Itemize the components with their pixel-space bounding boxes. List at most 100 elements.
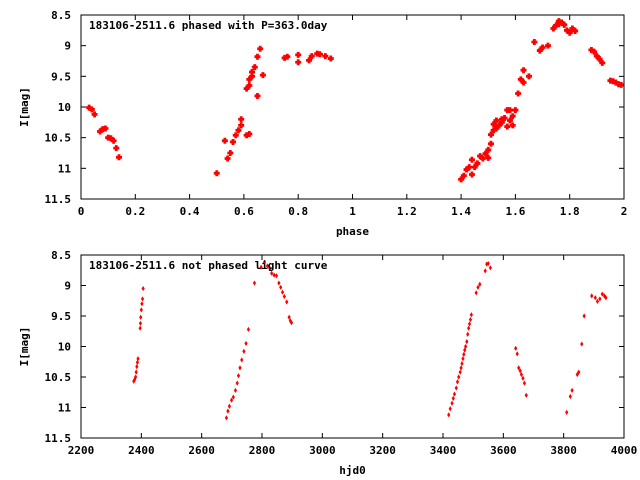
unphased-y-axis-label: I[mag] bbox=[18, 327, 31, 367]
phased-data-point bbox=[569, 25, 576, 32]
phased-x-tick-label: 1.4 bbox=[451, 205, 471, 218]
phased-y-tick-label: 10 bbox=[58, 101, 71, 114]
unphased-data-point bbox=[565, 409, 569, 415]
phased-data-point bbox=[249, 69, 256, 76]
phased-data-point bbox=[316, 51, 323, 58]
unphased-data-point bbox=[288, 318, 292, 324]
unphased-x-axis-label: hjd0 bbox=[339, 464, 366, 477]
unphased-x-tick-label: 3200 bbox=[369, 444, 396, 457]
phased-data-point bbox=[561, 21, 568, 28]
phased-data-point bbox=[257, 45, 264, 52]
phased-data-point bbox=[525, 73, 532, 80]
unphased-data-point bbox=[259, 264, 263, 270]
phased-y-tick-label: 9.5 bbox=[51, 70, 71, 83]
unphased-data-point bbox=[467, 325, 471, 331]
phased-data-point bbox=[243, 85, 250, 92]
phased-data-point bbox=[254, 92, 261, 99]
phased-data-point bbox=[322, 53, 329, 60]
phased-data-point bbox=[295, 59, 302, 66]
unphased-light-curve-panel: 2200 2400 2600 2800 3000 3200 3400 3600 3800 4000… bbox=[18, 249, 637, 477]
unphased-data-point bbox=[468, 317, 473, 323]
phased-data-point bbox=[477, 153, 484, 160]
phased-data-point bbox=[531, 38, 538, 45]
unphased-data-point bbox=[282, 293, 286, 300]
unphased-y-tick-label: 10.5 bbox=[45, 371, 72, 384]
phased-data-point bbox=[224, 155, 231, 162]
unphased-data-point bbox=[138, 320, 143, 326]
unphased-data-points bbox=[132, 259, 608, 421]
phased-data-point bbox=[504, 123, 511, 130]
phased-y-tick-label: 11.5 bbox=[45, 193, 72, 206]
unphased-data-point bbox=[246, 326, 251, 333]
phased-data-point bbox=[506, 117, 513, 124]
unphased-data-point bbox=[244, 340, 248, 347]
phased-data-point bbox=[246, 82, 253, 89]
phased-data-point bbox=[563, 27, 570, 34]
phased-data-point bbox=[254, 53, 261, 60]
unphased-data-point bbox=[518, 368, 522, 374]
unphased-x-tick-label: 2600 bbox=[188, 444, 215, 457]
phased-data-point bbox=[493, 117, 500, 124]
unphased-y-tick-label: 11 bbox=[58, 402, 72, 415]
phased-y-tick-label: 8.5 bbox=[51, 9, 71, 22]
phased-data-point bbox=[485, 146, 492, 153]
unphased-y-tick-label: 10 bbox=[58, 341, 71, 354]
phased-data-point bbox=[249, 73, 256, 80]
unphased-data-point bbox=[467, 321, 472, 327]
unphased-data-point bbox=[462, 351, 466, 358]
phased-data-point bbox=[97, 128, 104, 135]
phased-data-point bbox=[490, 121, 497, 128]
phased-data-point bbox=[520, 67, 527, 74]
unphased-data-point bbox=[465, 339, 469, 345]
unphased-data-point bbox=[485, 261, 489, 267]
unphased-data-point bbox=[233, 387, 238, 394]
phased-data-point bbox=[110, 137, 117, 144]
phased-data-point bbox=[599, 59, 606, 66]
phased-data-point bbox=[251, 64, 258, 71]
phased-data-point bbox=[509, 113, 516, 120]
unphased-data-point bbox=[486, 260, 490, 267]
unphased-data-point bbox=[140, 301, 144, 307]
unphased-plot-frame bbox=[80, 254, 625, 439]
unphased-data-point bbox=[455, 379, 460, 385]
unphased-data-point bbox=[519, 371, 524, 378]
unphased-x-tick-label: 3000 bbox=[309, 444, 336, 457]
unphased-data-point bbox=[478, 281, 482, 287]
phased-data-point bbox=[496, 122, 503, 129]
unphased-data-point bbox=[135, 359, 140, 365]
phased-x-tick-label: 0.4 bbox=[180, 205, 200, 218]
unphased-data-point bbox=[521, 375, 525, 381]
unphased-data-point bbox=[262, 259, 267, 265]
unphased-data-point bbox=[285, 299, 289, 305]
phased-data-point bbox=[506, 107, 513, 114]
unphased-data-point bbox=[595, 298, 600, 304]
unphased-x-tick-label: 3600 bbox=[490, 444, 517, 457]
phased-y-tick-label: 10.5 bbox=[45, 132, 72, 145]
unphased-data-point bbox=[274, 273, 279, 279]
unphased-data-point bbox=[593, 295, 597, 301]
phased-data-point bbox=[102, 125, 109, 132]
unphased-data-point bbox=[231, 394, 235, 400]
phased-data-point bbox=[572, 27, 579, 34]
phased-data-point bbox=[520, 79, 527, 86]
phased-data-point bbox=[618, 81, 625, 88]
unphased-data-point bbox=[268, 265, 272, 272]
unphased-data-point bbox=[460, 360, 464, 367]
unphased-data-point bbox=[226, 408, 230, 414]
unphased-data-point bbox=[270, 270, 274, 276]
unphased-x-tick-label: 2800 bbox=[249, 444, 276, 457]
phased-data-point bbox=[308, 53, 315, 60]
unphased-y-tick-label: 8.5 bbox=[51, 249, 71, 262]
phased-data-point bbox=[566, 29, 573, 36]
unphased-data-point bbox=[466, 331, 470, 337]
phased-data-point bbox=[588, 46, 595, 53]
unphased-data-point bbox=[139, 314, 143, 320]
unphased-data-point bbox=[134, 369, 138, 375]
unphased-data-point bbox=[515, 351, 519, 357]
phased-data-point bbox=[474, 160, 481, 167]
unphased-data-point bbox=[483, 268, 487, 274]
phased-data-point bbox=[238, 122, 245, 129]
phased-light-curve-panel: 0 0.2 0.4 0.6 0.8 1 1.2 1.4 1.6 1.8 2 8.5 9 9.5 10 10.5… bbox=[18, 9, 627, 238]
